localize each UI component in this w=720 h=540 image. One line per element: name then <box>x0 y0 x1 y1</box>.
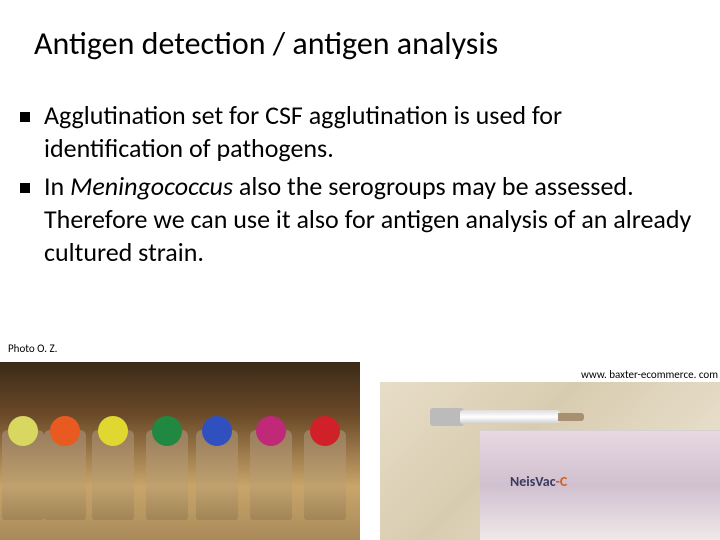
list-item: Agglutination set for CSF agglutination … <box>20 99 700 166</box>
reagent-bottle <box>250 430 292 520</box>
slide-title: Antigen detection / antigen analysis <box>0 0 720 63</box>
bottle-cap-icon <box>152 416 182 446</box>
photo-credit-left: Photo O. Z. <box>8 342 57 355</box>
bullet-text: Agglutination set for CSF agglutination … <box>44 99 700 166</box>
reagent-bottle <box>92 430 134 520</box>
reagent-bottles-image <box>0 362 360 540</box>
reagent-bottle <box>304 430 346 520</box>
bullet-italic: Meningococcus <box>70 170 233 202</box>
bullet-prefix: In <box>44 170 70 202</box>
syringe-icon <box>430 400 590 434</box>
reagent-bottle <box>196 430 238 520</box>
box-label-suffix: -C <box>556 473 568 490</box>
bottle-cap-icon <box>310 416 340 446</box>
bullet-marker-icon <box>20 112 30 122</box>
bottle-cap-icon <box>50 416 80 446</box>
bullet-list: Agglutination set for CSF agglutination … <box>0 63 720 269</box>
reagent-bottle <box>44 430 86 520</box>
bottle-cap-icon <box>202 416 232 446</box>
bottle-cap-icon <box>98 416 128 446</box>
reagent-bottle <box>146 430 188 520</box>
photo-credit-right: www. baxter-ecommerce. com <box>581 368 718 381</box>
bottle-cap-icon <box>256 416 286 446</box>
bullet-text: In Meningococcus also the serogroups may… <box>44 170 700 270</box>
vaccine-box: NeisVac-C <box>480 430 720 540</box>
reagent-bottle <box>2 430 44 520</box>
list-item: In Meningococcus also the serogroups may… <box>20 170 700 270</box>
bullet-marker-icon <box>20 183 30 193</box>
box-label-main: NeisVac <box>510 473 556 490</box>
vaccine-box-image: NeisVac-C <box>380 382 720 540</box>
vaccine-box-label: NeisVac-C <box>510 473 567 490</box>
bottle-cap-icon <box>8 416 38 446</box>
